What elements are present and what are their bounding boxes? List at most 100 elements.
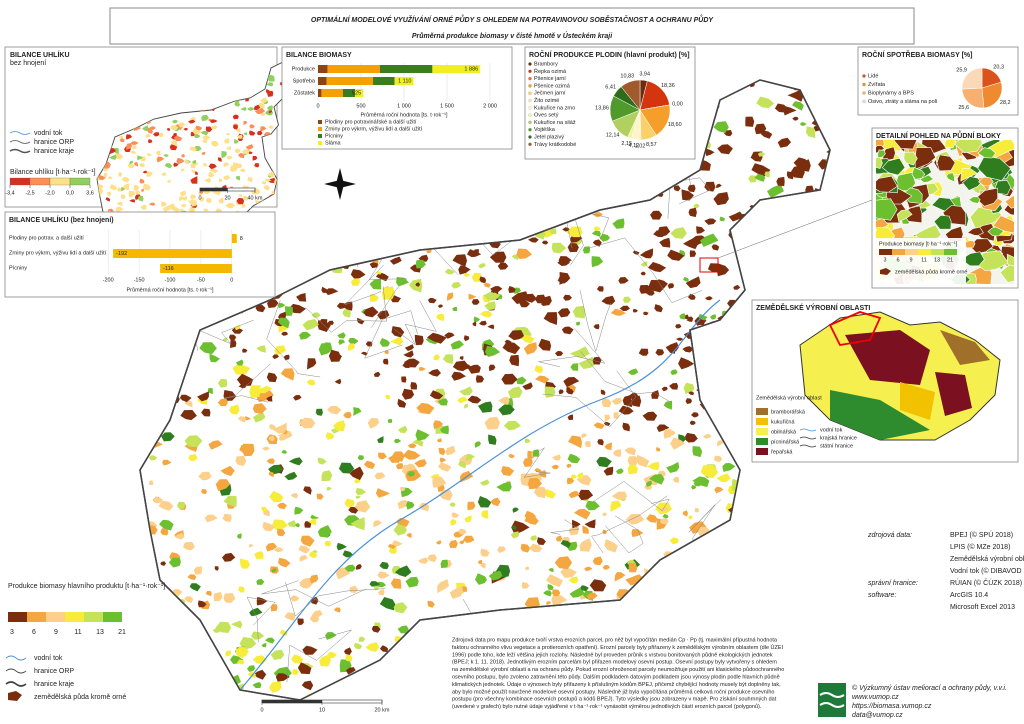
land-patch (789, 290, 797, 296)
orp-border (286, 629, 352, 683)
land-patch (379, 561, 389, 570)
panel-title: ZEMĚDĚLSKÉ VÝROBNÍ OBLASTI (756, 303, 870, 312)
mini-patch (217, 157, 222, 163)
bar (113, 249, 232, 258)
land-patch (395, 463, 404, 470)
land-patch (754, 123, 767, 135)
land-patch (483, 292, 501, 301)
land-patch (151, 397, 158, 404)
land-patch (348, 343, 356, 351)
land-patch (666, 461, 680, 473)
ustecky-kraj (828, 311, 882, 346)
land-patch (691, 485, 697, 490)
land-patch (321, 286, 329, 293)
land-patch (141, 404, 149, 411)
legend-dot (528, 62, 532, 66)
detail-map (876, 140, 1014, 284)
land-patch (829, 602, 830, 614)
value-label: 1,02 (635, 143, 646, 149)
land-patch (795, 218, 803, 225)
land-patch (297, 249, 302, 254)
x-tick-label: 1 000 (397, 103, 411, 109)
land-patch (683, 276, 689, 282)
land-patch (429, 390, 444, 400)
land-patch (398, 425, 408, 434)
detail-block (877, 149, 886, 160)
value-label: 12,14 (606, 132, 620, 138)
land-patch (551, 593, 568, 607)
land-patch (392, 705, 404, 713)
land-patch (659, 237, 671, 248)
land-patch (429, 199, 444, 213)
land-patch (676, 337, 684, 341)
land-patch (242, 348, 248, 353)
detail-block (1004, 195, 1014, 209)
land-patch (693, 203, 700, 209)
land-patch (554, 556, 573, 570)
land-patch (396, 277, 409, 287)
land-patch (256, 578, 265, 585)
land-patch (496, 481, 512, 492)
legend-swatch (931, 249, 944, 255)
mini-patch (173, 132, 177, 137)
mini-patch (223, 138, 230, 144)
bar-segment (379, 65, 433, 73)
land-patch (184, 596, 194, 604)
land-patch (295, 187, 305, 195)
land-patch (742, 476, 749, 484)
land-patch (812, 229, 820, 237)
land-patch (321, 470, 333, 482)
detail-block (992, 215, 1014, 234)
mini-patch (167, 128, 171, 131)
land-patch (602, 512, 607, 516)
land-patch (429, 178, 439, 189)
value-label: 10,83 (620, 74, 634, 80)
land-patch (742, 513, 759, 527)
mini-patch (260, 126, 267, 132)
legend-swatch (756, 448, 768, 455)
land-patch (806, 588, 815, 594)
legend-swatch (756, 418, 768, 425)
land-patch (467, 395, 482, 404)
land-patch (171, 347, 183, 356)
land-patch (338, 339, 346, 345)
land-patch (219, 483, 232, 496)
land-patch (262, 521, 276, 532)
mini-patch (126, 143, 133, 150)
scale-tick-label: 0,0 (66, 190, 74, 196)
land-patch (457, 396, 468, 404)
land-patch (584, 566, 593, 572)
land-patch (284, 259, 294, 268)
detail-block (946, 172, 956, 183)
mini-patch (248, 130, 256, 136)
land-patch (415, 259, 426, 269)
land-patch (140, 549, 146, 560)
land-patch (378, 452, 387, 460)
land-patch (529, 543, 543, 553)
value-label: 3,94 (639, 72, 650, 78)
land-patch (490, 229, 499, 236)
orp-border (580, 351, 670, 402)
mini-patch (158, 132, 164, 138)
land-patch (669, 537, 679, 545)
detail-block (876, 198, 898, 221)
land-patch (238, 586, 245, 593)
mini-patch (292, 149, 297, 153)
land-patch (824, 80, 830, 90)
land-patch (831, 215, 847, 223)
mini-patch (190, 169, 196, 174)
orp-border (591, 481, 670, 512)
source-text: ArcGIS 10.4 (950, 592, 988, 599)
source-text: Microsoft Excel 2013 (950, 604, 1015, 611)
land-patch (317, 320, 331, 332)
land-patch (304, 161, 319, 172)
land-patch (498, 396, 510, 405)
land-patch (508, 454, 515, 459)
land-patch (275, 673, 290, 682)
land-patch (639, 176, 646, 182)
land-patch (371, 186, 376, 192)
note-line: (BPEJ; k 1. 11. 2018). Jednotlivým erozn… (452, 660, 777, 666)
land-patch (682, 510, 688, 517)
mini-patch (172, 119, 178, 124)
land-patch (815, 101, 830, 115)
